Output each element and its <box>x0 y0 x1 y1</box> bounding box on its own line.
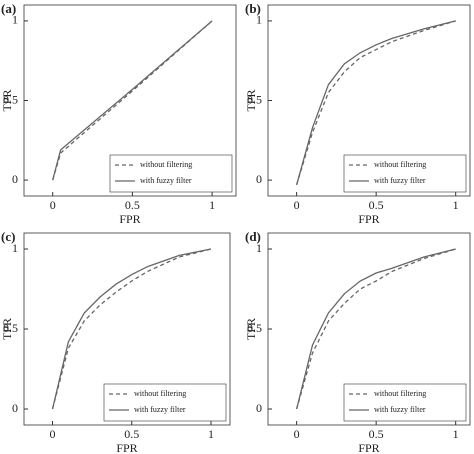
legend-label: with fuzzy filter <box>134 405 186 414</box>
panel-label: (d) <box>245 229 261 244</box>
y-tick-label: 0.5 <box>247 321 262 335</box>
legend-box <box>103 383 227 422</box>
x-tick-label: 0 <box>294 198 300 212</box>
line-series <box>51 248 212 410</box>
legend-box <box>109 154 233 193</box>
panel-label: (b) <box>245 1 261 16</box>
y-axis-label: TPR <box>244 89 258 111</box>
y-tick-label: 0 <box>12 172 18 186</box>
x-tick-label: 1 <box>453 198 459 212</box>
panel: (b) 0 0.5 1 0 0.5 1 FPR TPR without filtering with… <box>244 1 471 226</box>
y-tick-label: 1 <box>256 13 262 27</box>
x-tick-label: 0.5 <box>369 427 384 441</box>
y-tick-label: 0.5 <box>3 321 18 335</box>
y-tick-label: 1 <box>12 13 18 27</box>
y-axis-label: TPR <box>0 89 14 111</box>
y-tick-label: 1 <box>256 241 262 255</box>
x-tick-label: 1 <box>209 198 215 212</box>
line-series <box>296 20 456 186</box>
x-tick-label: 1 <box>453 427 459 441</box>
legend-label: with fuzzy filter <box>374 176 426 185</box>
line-series <box>52 20 213 181</box>
legend-label: with fuzzy filter <box>140 176 192 185</box>
x-tick-label: 0 <box>294 427 300 441</box>
legend-label: without filtering <box>140 160 192 169</box>
y-axis-label: TPR <box>244 318 258 340</box>
x-axis-label: FPR <box>358 441 379 454</box>
x-tick-label: 0 <box>50 427 56 441</box>
panel: (a) 0 0.5 1 0 0.5 1 FPR TPR without filtering with… <box>0 1 237 226</box>
line-series <box>296 20 456 186</box>
y-tick-label: 0 <box>256 172 262 186</box>
y-tick-label: 0 <box>12 401 18 415</box>
x-tick-label: 0.5 <box>369 198 384 212</box>
line-series <box>51 248 212 410</box>
legend-label: without filtering <box>374 389 426 398</box>
panel-label: (c) <box>1 229 15 244</box>
line-series <box>296 248 456 410</box>
x-tick-label: 0 <box>50 198 56 212</box>
panel: (d) 0 0.5 1 0 0.5 1 FPR TPR without filtering with… <box>244 229 471 454</box>
legend-box <box>343 154 467 193</box>
x-tick-label: 0.5 <box>124 427 139 441</box>
x-axis-label: FPR <box>358 212 379 226</box>
y-axis-label: TPR <box>0 318 14 340</box>
y-tick-label: 0 <box>256 401 262 415</box>
legend-label: without filtering <box>374 160 426 169</box>
legend-label: without filtering <box>134 389 186 398</box>
line-series <box>295 248 456 410</box>
x-tick-label: 1 <box>208 427 214 441</box>
y-tick-label: 1 <box>12 241 18 255</box>
panel: (c) 0 0.5 1 0 0.5 1 FPR TPR without filtering with… <box>0 229 231 454</box>
x-axis-label: FPR <box>119 212 140 226</box>
x-axis-label: FPR <box>116 441 137 454</box>
y-tick-label: 0.5 <box>3 92 18 106</box>
legend-label: with fuzzy filter <box>374 405 426 414</box>
y-tick-label: 0.5 <box>247 92 262 106</box>
legend-box <box>343 383 467 422</box>
panel-label: (a) <box>1 1 16 16</box>
x-tick-label: 0.5 <box>125 198 140 212</box>
